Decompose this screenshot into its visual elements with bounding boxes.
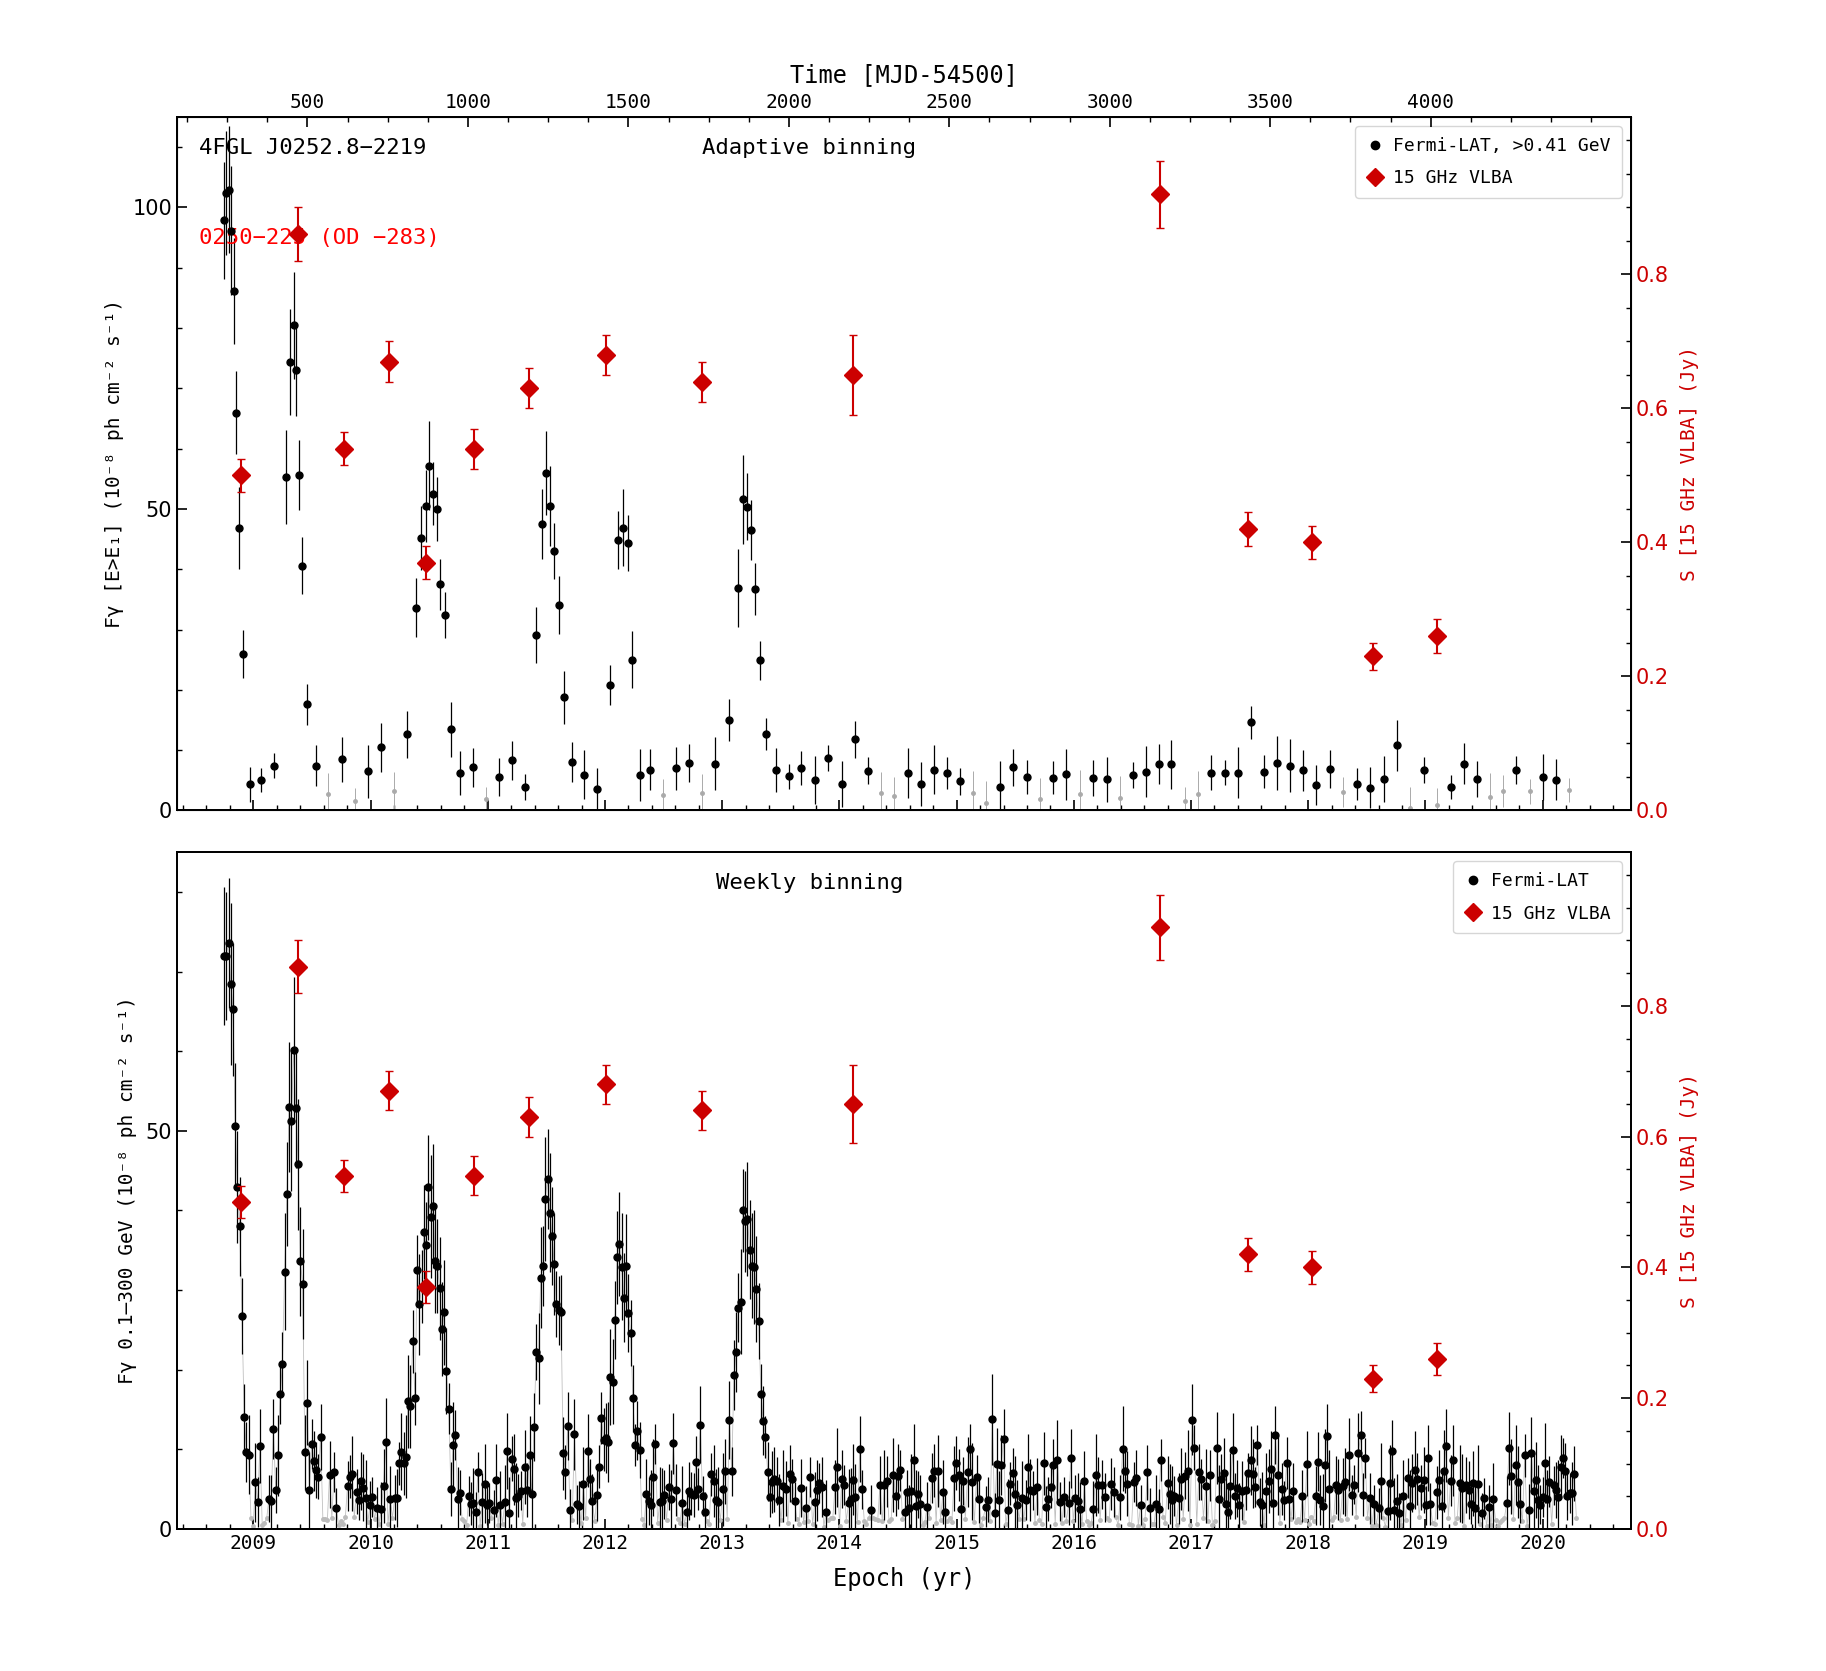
Y-axis label: S [15 GHz VLBA] (Jy): S [15 GHz VLBA] (Jy)	[1680, 1073, 1698, 1308]
Legend: Fermi-LAT, >0.41 GeV, 15 GHz VLBA: Fermi-LAT, >0.41 GeV, 15 GHz VLBA	[1355, 125, 1621, 199]
Y-axis label: Fγ [E>E₁] (10⁻⁸ ph cm⁻² s⁻¹): Fγ [E>E₁] (10⁻⁸ ph cm⁻² s⁻¹)	[106, 299, 124, 628]
Text: Adaptive binning: Adaptive binning	[703, 137, 917, 157]
Text: 4FGL J0252.8−2219: 4FGL J0252.8−2219	[199, 137, 425, 157]
Text: 0250−225 (OD −283): 0250−225 (OD −283)	[199, 227, 440, 247]
X-axis label: Epoch (yr): Epoch (yr)	[833, 1567, 975, 1591]
X-axis label: Time [MJD-54500]: Time [MJD-54500]	[791, 63, 1017, 87]
Legend: Fermi-LAT, 15 GHz VLBA: Fermi-LAT, 15 GHz VLBA	[1453, 861, 1621, 934]
Y-axis label: Fγ 0.1–300 GeV (10⁻⁸ ph cm⁻² s⁻¹): Fγ 0.1–300 GeV (10⁻⁸ ph cm⁻² s⁻¹)	[119, 996, 137, 1385]
Text: Weekly binning: Weekly binning	[716, 872, 904, 892]
Y-axis label: S [15 GHz VLBA] (Jy): S [15 GHz VLBA] (Jy)	[1680, 346, 1698, 582]
